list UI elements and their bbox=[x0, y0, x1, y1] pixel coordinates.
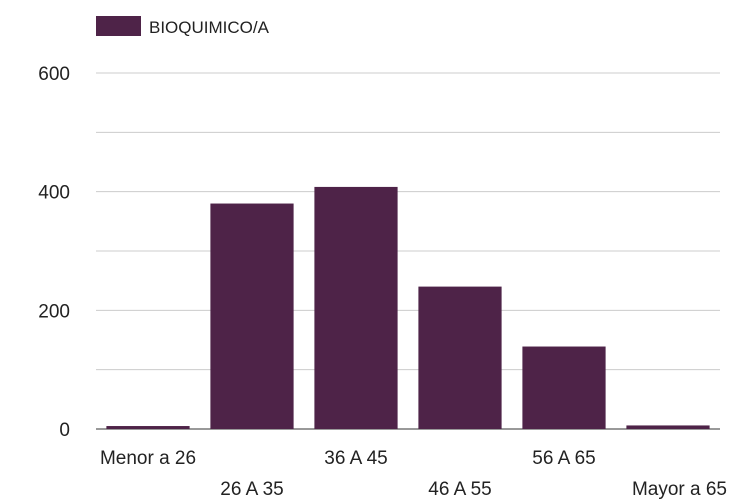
bar bbox=[210, 203, 294, 429]
x-tick-label: 46 A 55 bbox=[428, 479, 491, 500]
y-tick-label: 600 bbox=[38, 64, 70, 85]
x-axis-ticks: Menor a 26 26 A 35 36 A 45 46 A 55 56 A 65 Ma… bbox=[100, 448, 727, 500]
legend-label: BIOQUIMICO/A bbox=[149, 18, 270, 37]
legend-swatch bbox=[96, 16, 141, 36]
y-tick-label: 200 bbox=[38, 301, 70, 322]
y-tick-label: 400 bbox=[38, 183, 70, 204]
gridlines bbox=[96, 72, 720, 430]
bar bbox=[626, 425, 710, 429]
y-tick-label: 0 bbox=[59, 420, 70, 441]
x-tick-label: 26 A 35 bbox=[220, 479, 283, 500]
x-tick-label: Menor a 26 bbox=[100, 448, 196, 469]
bar bbox=[106, 426, 190, 429]
bar bbox=[314, 186, 398, 429]
x-tick-label: 36 A 45 bbox=[324, 448, 387, 469]
y-axis-ticks: 0 200 400 600 bbox=[38, 64, 70, 441]
legend: BIOQUIMICO/A bbox=[96, 16, 270, 37]
x-tick-label: Mayor a 65 bbox=[632, 479, 727, 500]
bars bbox=[106, 186, 710, 429]
x-tick-label: 56 A 65 bbox=[532, 448, 595, 469]
bar bbox=[522, 346, 606, 429]
bar bbox=[418, 286, 502, 429]
